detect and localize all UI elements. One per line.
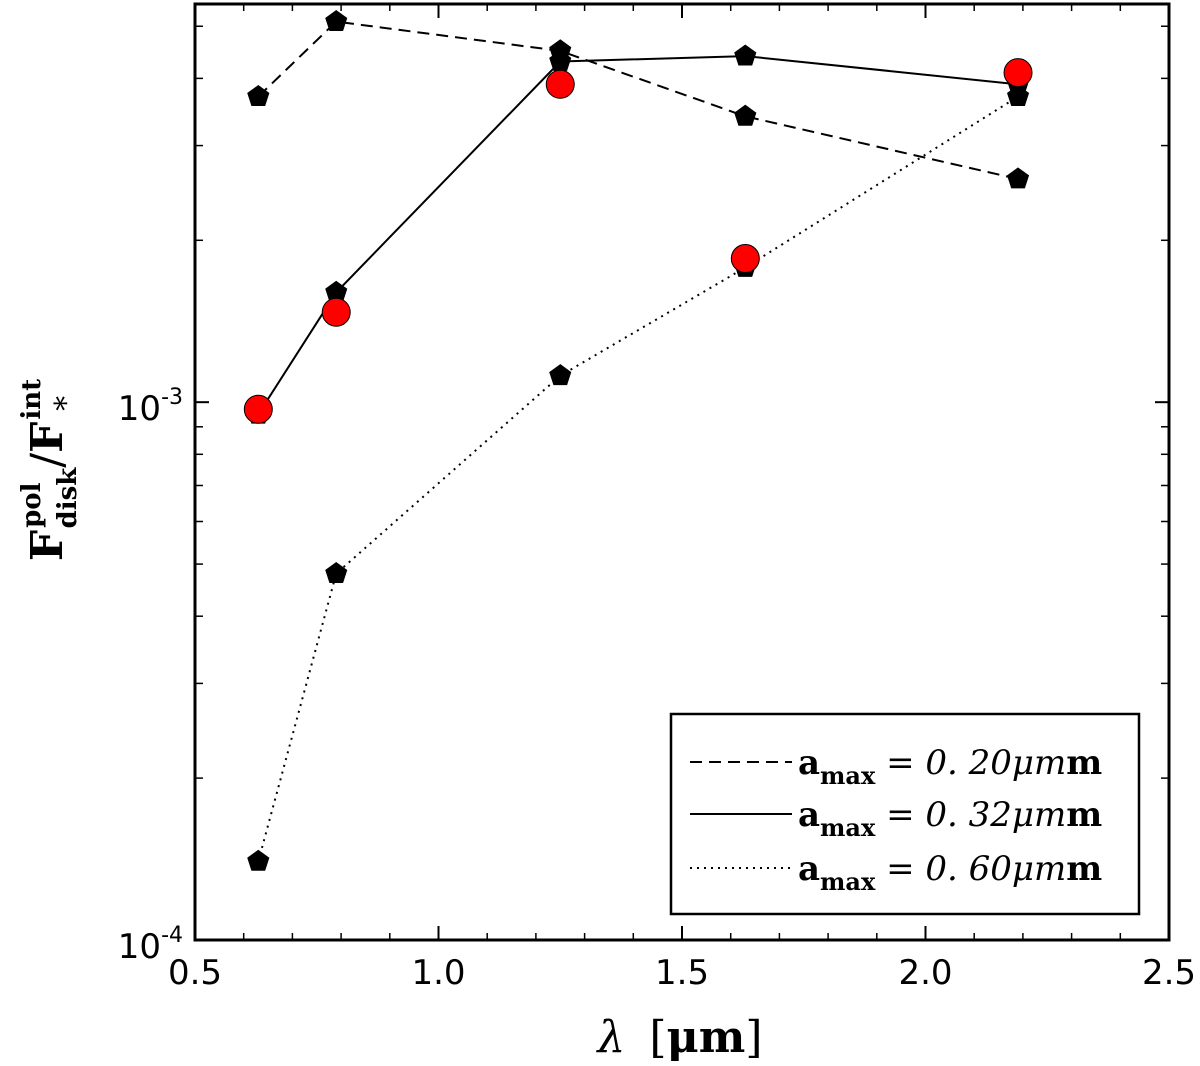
tick-labels: 0.5 1.0 1.5 2.0 2.5 10-3 10-4	[118, 385, 1196, 993]
legend-2-sub: max	[820, 813, 876, 842]
x-axis-label-symbol: λ	[596, 1012, 626, 1063]
observation-point-0	[243, 394, 273, 424]
legend-label-3: amax = 0. 60μmm	[798, 849, 1102, 896]
observation-point-2	[545, 69, 575, 99]
y-axis-label-sub: disk	[53, 467, 83, 529]
series-line-1	[257, 55, 1019, 415]
legend-label-2: amax = 0. 32μmm	[798, 795, 1102, 842]
x-tick-label-3: 2.0	[898, 953, 952, 993]
y-axis-label: Fpol disk/Fint*	[17, 379, 84, 561]
y-tick-label-0: 10-3	[118, 385, 183, 429]
legend: amax = 0. 20μmm amax = 0. 32μmm amax = 0…	[669, 712, 1141, 916]
observation-point-3	[730, 243, 760, 273]
x-tick-label-2: 1.5	[655, 953, 709, 993]
observations-layer	[243, 58, 1033, 424]
y-axis-label-base: F	[22, 530, 73, 561]
series-2-point-2	[549, 364, 572, 386]
x-axis-label-close: ]	[745, 1012, 762, 1063]
plot-area-frame	[193, 2, 1171, 942]
y-axis-label-slash: /	[22, 453, 73, 468]
legend-3-sub: max	[820, 867, 876, 896]
legend-1-sub: max	[820, 761, 876, 790]
y-tick-label-1: 10-4	[118, 923, 183, 967]
series-0-point-4	[1007, 167, 1030, 189]
legend-3-unit: m	[1066, 849, 1102, 889]
series-2-point-0	[247, 849, 270, 871]
x-axis-label-unit: μm	[667, 1012, 746, 1063]
x-tick-label-0: 0.5	[168, 953, 222, 993]
x-axis-label: λ [μm]	[596, 1012, 763, 1063]
legend-1-rest: = 0. 20μm	[875, 743, 1066, 783]
legend-2-rest: = 0. 32μm	[875, 795, 1066, 835]
series-1-point-3	[734, 44, 757, 66]
legend-1-a: a	[798, 743, 820, 783]
y-axis-label-sup2: int	[17, 379, 47, 420]
y-axis-label-sub2: *	[49, 396, 84, 411]
series-0-point-0	[247, 84, 270, 106]
series-0-point-1	[325, 9, 348, 31]
legend-2-unit: m	[1066, 795, 1102, 835]
legend-3-a: a	[798, 849, 820, 889]
series-line-2	[257, 95, 1019, 862]
series-2-point-1	[325, 561, 348, 583]
x-axis-label-open: [	[649, 1012, 666, 1063]
legend-1-unit: m	[1066, 743, 1102, 783]
series-2-point-4	[1007, 84, 1030, 106]
y-axis-label-sup: pol	[17, 482, 47, 528]
series-line-0	[257, 20, 1019, 180]
y-axis-label-base2: F	[22, 422, 73, 453]
x-tick-label-1: 1.0	[411, 953, 465, 993]
legend-3-rest: = 0. 60μm	[875, 849, 1066, 889]
observation-point-4	[1003, 58, 1033, 88]
legend-2-a: a	[798, 795, 820, 835]
observation-point-1	[321, 297, 351, 327]
legend-label-1: amax = 0. 20μmm	[798, 743, 1102, 790]
x-tick-label-4: 2.5	[1142, 953, 1196, 993]
series-0-point-3	[734, 104, 757, 126]
